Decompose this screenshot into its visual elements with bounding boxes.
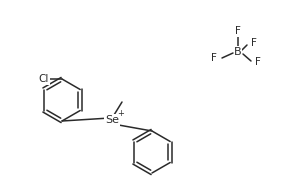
Text: F: F: [235, 26, 241, 36]
Text: Cl: Cl: [39, 74, 49, 84]
Text: Se: Se: [105, 115, 119, 125]
Text: F: F: [211, 53, 217, 63]
Text: F: F: [255, 57, 261, 67]
Text: +: +: [118, 109, 124, 119]
Text: B: B: [234, 47, 242, 57]
Text: F: F: [251, 38, 257, 48]
